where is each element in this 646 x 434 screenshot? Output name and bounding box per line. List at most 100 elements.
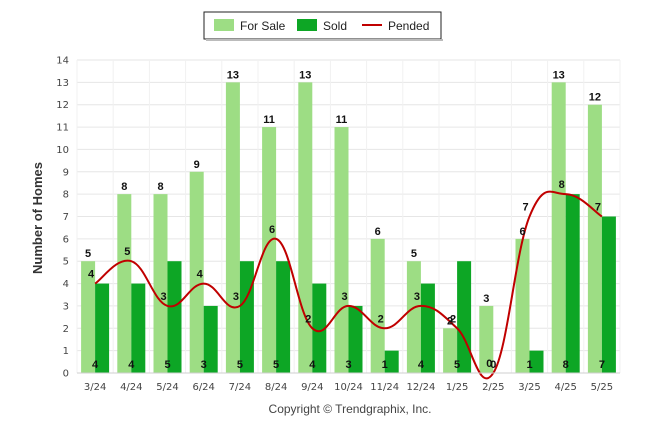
y-tick-label: 10 (56, 145, 69, 156)
data-label-sold: 7 (599, 359, 605, 371)
bar-sold (239, 261, 254, 373)
bar-for-sale (262, 127, 277, 373)
bar-for-sale (515, 238, 530, 373)
bar-sold (348, 305, 363, 373)
x-tick-label: 6/24 (192, 382, 214, 393)
data-label-pended: 0 (486, 358, 492, 370)
bar-for-sale (370, 238, 385, 373)
data-label-sold: 3 (201, 359, 207, 371)
y-tick-label: 1 (63, 346, 69, 357)
data-label-sold: 8 (563, 359, 569, 371)
legend-shadow (206, 39, 443, 41)
y-tick-label: 0 (63, 369, 69, 380)
data-label-sold: 5 (237, 359, 243, 371)
copyright: Copyright © Trendgraphix, Inc. (269, 402, 432, 416)
x-tick-label: 7/24 (229, 382, 251, 393)
y-tick-label: 13 (56, 78, 69, 89)
data-label-sold: 5 (454, 359, 460, 371)
y-tick-label: 2 (63, 324, 69, 335)
data-label-sold: 5 (164, 359, 170, 371)
bar-for-sale (551, 82, 566, 373)
y-tick-label: 6 (63, 234, 69, 245)
x-tick-label: 12/24 (406, 382, 435, 393)
data-label-sold: 4 (309, 359, 316, 371)
x-tick-label: 11/24 (370, 382, 399, 393)
bar-for-sale (479, 305, 494, 373)
data-label-pended: 3 (233, 291, 239, 303)
bar-sold (312, 283, 327, 373)
data-label-for-sale: 13 (299, 69, 311, 81)
data-label-sold: 0 (490, 359, 496, 371)
data-label-pended: 4 (88, 269, 95, 281)
data-label-pended: 7 (522, 202, 528, 214)
y-axis-label: Number of Homes (30, 162, 45, 274)
data-label-for-sale: 6 (519, 226, 525, 238)
data-label-for-sale: 8 (157, 181, 163, 193)
data-label-pended: 2 (305, 313, 311, 325)
x-tick-label: 1/25 (446, 382, 468, 393)
bar-for-sale (153, 194, 168, 373)
data-label-pended: 5 (124, 246, 130, 258)
data-label-pended: 4 (197, 269, 204, 281)
x-tick-label: 9/24 (301, 382, 323, 393)
y-tick-label: 5 (63, 257, 69, 268)
bar-for-sale (189, 171, 204, 373)
bar-for-sale (225, 82, 240, 373)
data-label-for-sale: 9 (194, 159, 200, 171)
data-label-sold: 3 (345, 359, 351, 371)
line-pended (94, 190, 603, 380)
x-tick-label: 4/24 (120, 382, 142, 393)
data-label-for-sale: 8 (121, 181, 127, 193)
bar-for-sale (298, 82, 313, 373)
y-tick-label: 3 (63, 301, 69, 312)
legend-label-sold: Sold (323, 19, 347, 33)
y-tick-label: 12 (56, 100, 69, 111)
bar-sold (457, 261, 472, 373)
data-label-for-sale: 13 (553, 69, 565, 81)
legend-swatch-sold (297, 19, 317, 31)
bar-sold (167, 261, 182, 373)
x-tick-label: 8/24 (265, 382, 287, 393)
data-label-for-sale: 5 (85, 248, 91, 260)
bar-for-sale (117, 194, 132, 373)
x-tick-label: 5/24 (156, 382, 178, 393)
data-label-for-sale: 2 (447, 315, 453, 327)
legend: For Sale Sold Pended (203, 11, 443, 41)
data-label-pended: 7 (595, 202, 601, 214)
data-label-for-sale: 5 (411, 248, 417, 260)
legend-label-for-sale: For Sale (240, 19, 286, 33)
data-label-for-sale: 12 (589, 92, 601, 104)
data-label-pended: 6 (269, 224, 275, 236)
bar-sold (529, 350, 544, 373)
x-tick-label: 2/25 (482, 382, 504, 393)
x-tick-label: 3/24 (84, 382, 106, 393)
bar-sold (384, 350, 399, 373)
data-label-pended: 3 (414, 291, 420, 303)
y-tick-label: 7 (63, 212, 69, 223)
legend-box (203, 11, 442, 40)
bar-for-sale (406, 261, 421, 373)
data-label-for-sale: 11 (336, 114, 348, 126)
x-tick-label: 5/25 (591, 382, 613, 393)
bar-sold (95, 283, 110, 373)
bar-for-sale (334, 127, 349, 373)
legend-label-pended: Pended (388, 19, 429, 33)
data-label-sold: 4 (92, 359, 99, 371)
data-label-pended: 3 (160, 291, 166, 303)
data-label-for-sale: 11 (263, 114, 275, 126)
data-label-sold: 4 (128, 359, 135, 371)
bar-sold (203, 305, 218, 373)
x-tick-label: 4/25 (554, 382, 576, 393)
data-label-for-sale: 3 (483, 293, 489, 305)
bar-sold (565, 194, 580, 373)
bar-for-sale (81, 261, 96, 373)
data-label-pended: 3 (341, 291, 347, 303)
bar-sold (601, 216, 616, 373)
x-tick-label: 10/24 (334, 382, 363, 393)
data-label-for-sale: 13 (227, 69, 239, 81)
x-tick-label: 3/25 (518, 382, 540, 393)
data-label-sold: 1 (382, 359, 388, 371)
data-label-pended: 2 (450, 313, 456, 325)
data-label-sold: 5 (273, 359, 279, 371)
